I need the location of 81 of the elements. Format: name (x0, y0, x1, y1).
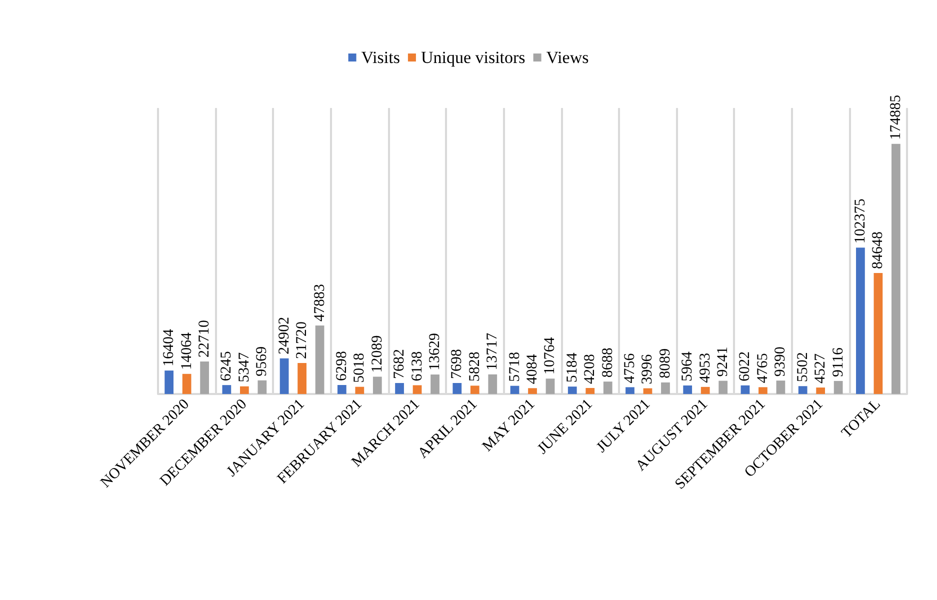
bar (280, 358, 289, 394)
bar (798, 386, 808, 394)
data-label: 5828 (466, 352, 483, 382)
data-label: 6298 (334, 350, 350, 381)
bar (683, 385, 692, 394)
bar (258, 380, 267, 394)
bar (568, 386, 577, 394)
bar (740, 385, 750, 394)
data-label: 7682 (392, 349, 408, 380)
bar (395, 383, 404, 394)
data-label: 3996 (640, 354, 656, 384)
data-label: 6245 (218, 351, 235, 382)
data-label: 10764 (542, 336, 558, 375)
data-label: 9241 (715, 346, 732, 377)
bar (452, 382, 462, 394)
data-label: 102375 (852, 198, 868, 244)
data-label: 174885 (888, 94, 904, 140)
data-label: 9569 (254, 346, 270, 376)
bar (488, 374, 498, 394)
bar (372, 376, 382, 394)
bar (164, 370, 174, 394)
data-label: 5502 (794, 352, 811, 382)
data-label: 47883 (312, 284, 328, 322)
data-label: 8688 (600, 348, 616, 378)
data-label: 5964 (680, 350, 696, 382)
bar (222, 385, 232, 394)
data-label: 6138 (409, 351, 426, 382)
bar (240, 386, 249, 394)
legend-label: Unique visitors (420, 48, 526, 67)
bar (337, 384, 346, 394)
legend-label: Views (546, 48, 589, 67)
data-label: 12089 (369, 335, 386, 373)
bar (355, 386, 364, 394)
data-label: 24902 (276, 316, 292, 354)
data-label: 13717 (484, 332, 501, 370)
bar (874, 272, 883, 394)
data-label: 8089 (657, 348, 674, 378)
bar (528, 388, 537, 394)
data-label: 4953 (697, 352, 714, 383)
data-label: 6022 (737, 351, 754, 382)
bar (643, 388, 652, 394)
data-label: 5347 (236, 352, 252, 382)
bar (586, 388, 595, 394)
bar (182, 374, 192, 394)
data-label: 5718 (506, 352, 523, 382)
data-label: 4084 (524, 354, 540, 384)
data-label: 5018 (352, 352, 368, 383)
bar (298, 362, 306, 394)
bar (816, 388, 826, 394)
bar (412, 385, 422, 394)
bar (856, 248, 865, 394)
data-label: 4765 (754, 353, 771, 384)
data-label: 4208 (582, 354, 598, 384)
data-label: 13629 (427, 333, 444, 371)
data-label: 22710 (196, 320, 213, 358)
bar (470, 386, 480, 394)
data-label: 84648 (870, 231, 886, 269)
data-label: 21720 (294, 321, 310, 359)
bar (430, 374, 440, 394)
bar (510, 386, 520, 394)
data-label: 9390 (772, 346, 789, 377)
bar (758, 387, 768, 394)
bar (626, 387, 634, 394)
bar (200, 362, 209, 394)
bar (892, 144, 900, 394)
bar (315, 326, 324, 394)
bar (700, 386, 710, 394)
data-label: 7698 (449, 348, 466, 379)
bar (834, 380, 843, 394)
bar (546, 378, 555, 394)
data-label: 4756 (622, 352, 638, 384)
bar (718, 380, 728, 394)
data-label: 9116 (830, 347, 846, 377)
legend-label: Visits (361, 48, 400, 67)
data-label: 14064 (178, 332, 195, 370)
bar (661, 382, 670, 394)
data-label: 5184 (564, 352, 580, 383)
bar (776, 380, 786, 394)
data-label: 16404 (161, 328, 178, 367)
data-label: 4527 (812, 353, 829, 384)
bar (603, 382, 612, 394)
